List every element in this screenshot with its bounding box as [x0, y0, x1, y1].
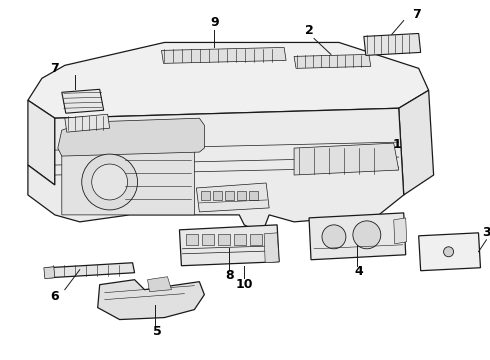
Text: 7: 7 — [50, 62, 59, 75]
Polygon shape — [196, 183, 269, 212]
Polygon shape — [186, 234, 198, 245]
Polygon shape — [202, 234, 214, 245]
Polygon shape — [28, 100, 55, 185]
Circle shape — [353, 221, 381, 249]
Polygon shape — [418, 233, 481, 271]
Text: 3: 3 — [482, 226, 490, 239]
Polygon shape — [250, 234, 262, 245]
Text: 8: 8 — [225, 269, 234, 282]
Polygon shape — [98, 280, 204, 320]
Polygon shape — [394, 218, 407, 244]
Polygon shape — [309, 213, 406, 260]
Polygon shape — [364, 33, 421, 55]
Polygon shape — [249, 191, 258, 200]
Polygon shape — [48, 263, 135, 278]
Polygon shape — [237, 191, 246, 200]
Polygon shape — [65, 114, 110, 132]
Polygon shape — [213, 191, 222, 200]
Text: 5: 5 — [153, 325, 162, 338]
Circle shape — [82, 154, 138, 210]
Polygon shape — [44, 267, 55, 279]
Circle shape — [443, 247, 454, 257]
Text: 6: 6 — [50, 290, 59, 303]
Polygon shape — [62, 148, 195, 215]
Circle shape — [322, 225, 346, 249]
Polygon shape — [179, 225, 279, 266]
Text: 7: 7 — [412, 8, 421, 21]
Text: 10: 10 — [236, 278, 253, 291]
Polygon shape — [225, 191, 234, 200]
Polygon shape — [147, 277, 172, 292]
Text: 4: 4 — [354, 265, 363, 278]
Text: 1: 1 — [392, 138, 401, 150]
Polygon shape — [28, 42, 429, 118]
Polygon shape — [399, 90, 434, 195]
Text: 9: 9 — [210, 16, 219, 29]
Polygon shape — [219, 234, 230, 245]
Polygon shape — [294, 54, 371, 68]
Circle shape — [92, 164, 127, 200]
Polygon shape — [234, 234, 246, 245]
Polygon shape — [162, 48, 286, 63]
Polygon shape — [294, 143, 399, 175]
Polygon shape — [201, 191, 210, 200]
Polygon shape — [28, 108, 404, 230]
Text: 2: 2 — [305, 24, 314, 37]
Polygon shape — [264, 233, 279, 263]
Polygon shape — [62, 89, 104, 113]
Polygon shape — [58, 118, 204, 156]
